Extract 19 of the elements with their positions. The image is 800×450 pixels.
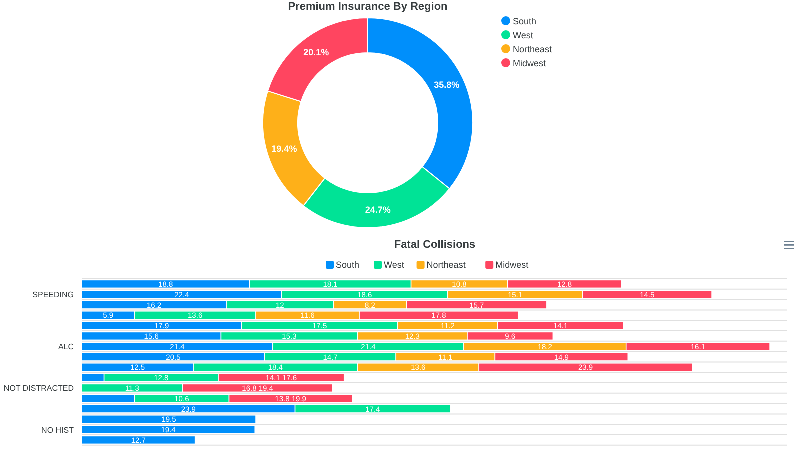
- y-tick-label: ALC: [58, 342, 74, 352]
- chart-title: Fatal Collisions: [394, 239, 476, 251]
- legend-label: South: [336, 260, 360, 270]
- y-tick-label: SPEEDING: [32, 290, 74, 300]
- bar: [82, 436, 196, 445]
- legend-label: South: [513, 16, 537, 26]
- data-label: 20.1%: [304, 47, 330, 58]
- data-label: 19.4%: [272, 144, 298, 154]
- chart-title: Premium Insurance By Region: [288, 1, 448, 13]
- legend-label: West: [513, 30, 534, 40]
- legend-label: West: [384, 260, 405, 270]
- legend-label: Midwest: [513, 58, 547, 68]
- legend-label: Northeast: [426, 260, 466, 270]
- data-label: 24.7%: [365, 204, 391, 215]
- legend-label: Northeast: [513, 44, 553, 54]
- y-tick-label: NO HIST: [42, 426, 74, 435]
- data-label: 35.8%: [434, 80, 460, 90]
- y-tick-label: NOT DISTRACTED: [4, 384, 74, 394]
- legend-label: Midwest: [496, 260, 530, 270]
